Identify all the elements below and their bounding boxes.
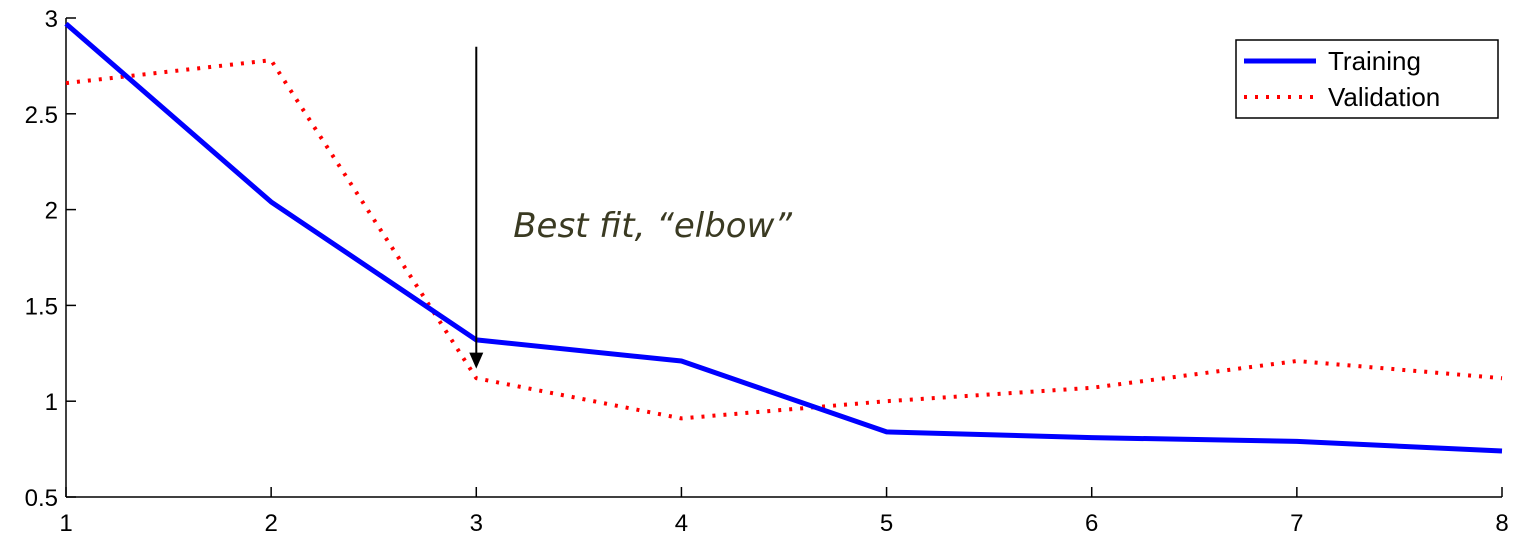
x-tick-label: 6: [1085, 510, 1098, 537]
axes: 1 2 3 4 5 6 7 80.511.522.53: [25, 6, 1509, 537]
y-tick-label: 2: [45, 198, 58, 225]
y-tick-label: 1: [45, 389, 58, 416]
legend-box: [1235, 39, 1499, 119]
x-tick-label: 7: [1290, 510, 1303, 537]
series-group: [64, 21, 1503, 454]
legend: Training Validation: [1235, 39, 1499, 119]
y-tick-label: 0.5: [25, 485, 58, 512]
y-tick-label: 1.5: [25, 293, 58, 320]
x-tick-label: 2: [264, 510, 277, 537]
series-line-training: [64, 21, 1503, 454]
x-tick-label: 1: [59, 510, 72, 537]
annotation-text: Best fit, “elbow”: [513, 206, 792, 246]
y-tick-label: 2.5: [25, 102, 58, 129]
y-tick-label: 3: [45, 6, 58, 33]
x-tick-label: 8: [1495, 510, 1508, 537]
x-tick-label: 5: [880, 510, 893, 537]
annotation-arrowhead: [469, 352, 484, 369]
annotation-group: Best fit, “elbow”: [469, 46, 792, 369]
legend-label-training: Training: [1328, 46, 1421, 76]
legend-label-validation: Validation: [1328, 82, 1440, 112]
x-tick-label: 4: [675, 510, 688, 537]
series-line-validation: [65, 58, 1503, 421]
x-tick-label: 3: [470, 510, 483, 537]
